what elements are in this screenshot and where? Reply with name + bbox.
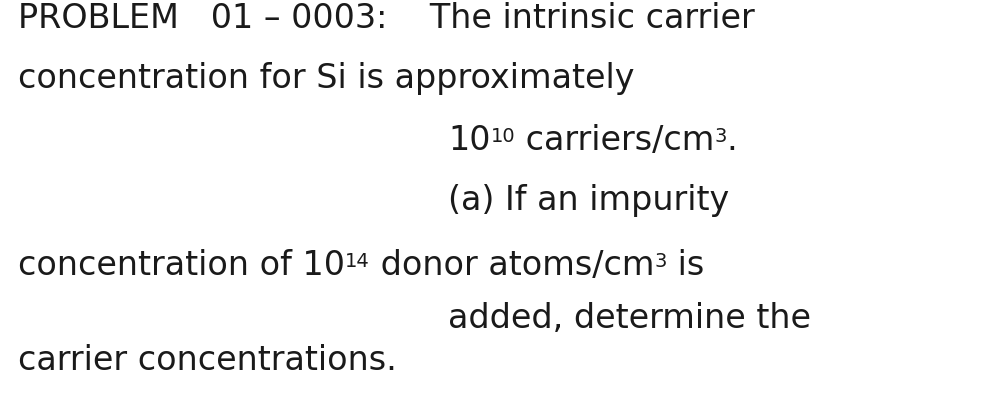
Text: (a) If an impurity: (a) If an impurity	[448, 183, 729, 216]
Text: 10: 10	[490, 127, 515, 146]
Text: concentration of 10: concentration of 10	[18, 248, 345, 281]
Text: .: .	[727, 124, 738, 157]
Text: 10: 10	[448, 124, 490, 157]
Text: carrier concentrations.: carrier concentrations.	[18, 343, 397, 376]
Text: PROBLEM   01 – 0003:    The intrinsic carrier: PROBLEM 01 – 0003: The intrinsic carrier	[18, 2, 755, 35]
Text: concentration for Si is approximately: concentration for Si is approximately	[18, 62, 634, 95]
Text: 3: 3	[714, 127, 727, 146]
Text: is: is	[667, 248, 703, 281]
Text: 3: 3	[654, 252, 667, 270]
Text: carriers/cm: carriers/cm	[515, 124, 714, 157]
Text: added, determine the: added, determine the	[448, 301, 811, 334]
Text: donor atoms/cm: donor atoms/cm	[370, 248, 654, 281]
Text: 14: 14	[345, 252, 370, 270]
